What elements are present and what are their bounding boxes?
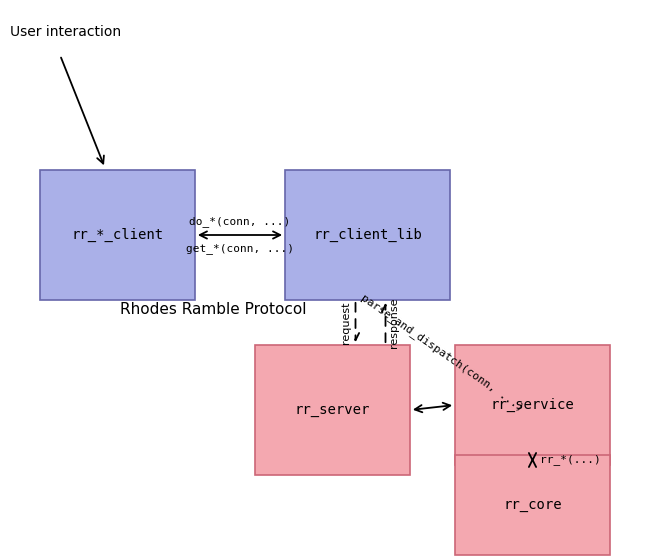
Text: Rhodes Ramble Protocol: Rhodes Ramble Protocol <box>120 302 307 318</box>
Text: rr_core: rr_core <box>503 498 562 512</box>
Text: rr_service: rr_service <box>491 398 574 412</box>
Text: response: response <box>390 297 400 348</box>
FancyBboxPatch shape <box>455 345 610 465</box>
Text: User interaction: User interaction <box>10 25 121 39</box>
Text: do_*(conn, ...): do_*(conn, ...) <box>189 216 291 227</box>
Text: rr_*_client: rr_*_client <box>72 228 163 242</box>
Text: rr_server: rr_server <box>295 403 371 417</box>
Text: get_*(conn, ...): get_*(conn, ...) <box>186 243 294 254</box>
FancyBboxPatch shape <box>255 345 410 475</box>
FancyBboxPatch shape <box>40 170 195 300</box>
FancyBboxPatch shape <box>285 170 450 300</box>
FancyBboxPatch shape <box>455 455 610 555</box>
Text: parse_and_dispatch(conn, ...): parse_and_dispatch(conn, ...) <box>359 292 526 413</box>
Text: rr_client_lib: rr_client_lib <box>313 228 422 242</box>
Text: request: request <box>341 301 351 344</box>
Text: rr_*(...): rr_*(...) <box>540 455 601 465</box>
